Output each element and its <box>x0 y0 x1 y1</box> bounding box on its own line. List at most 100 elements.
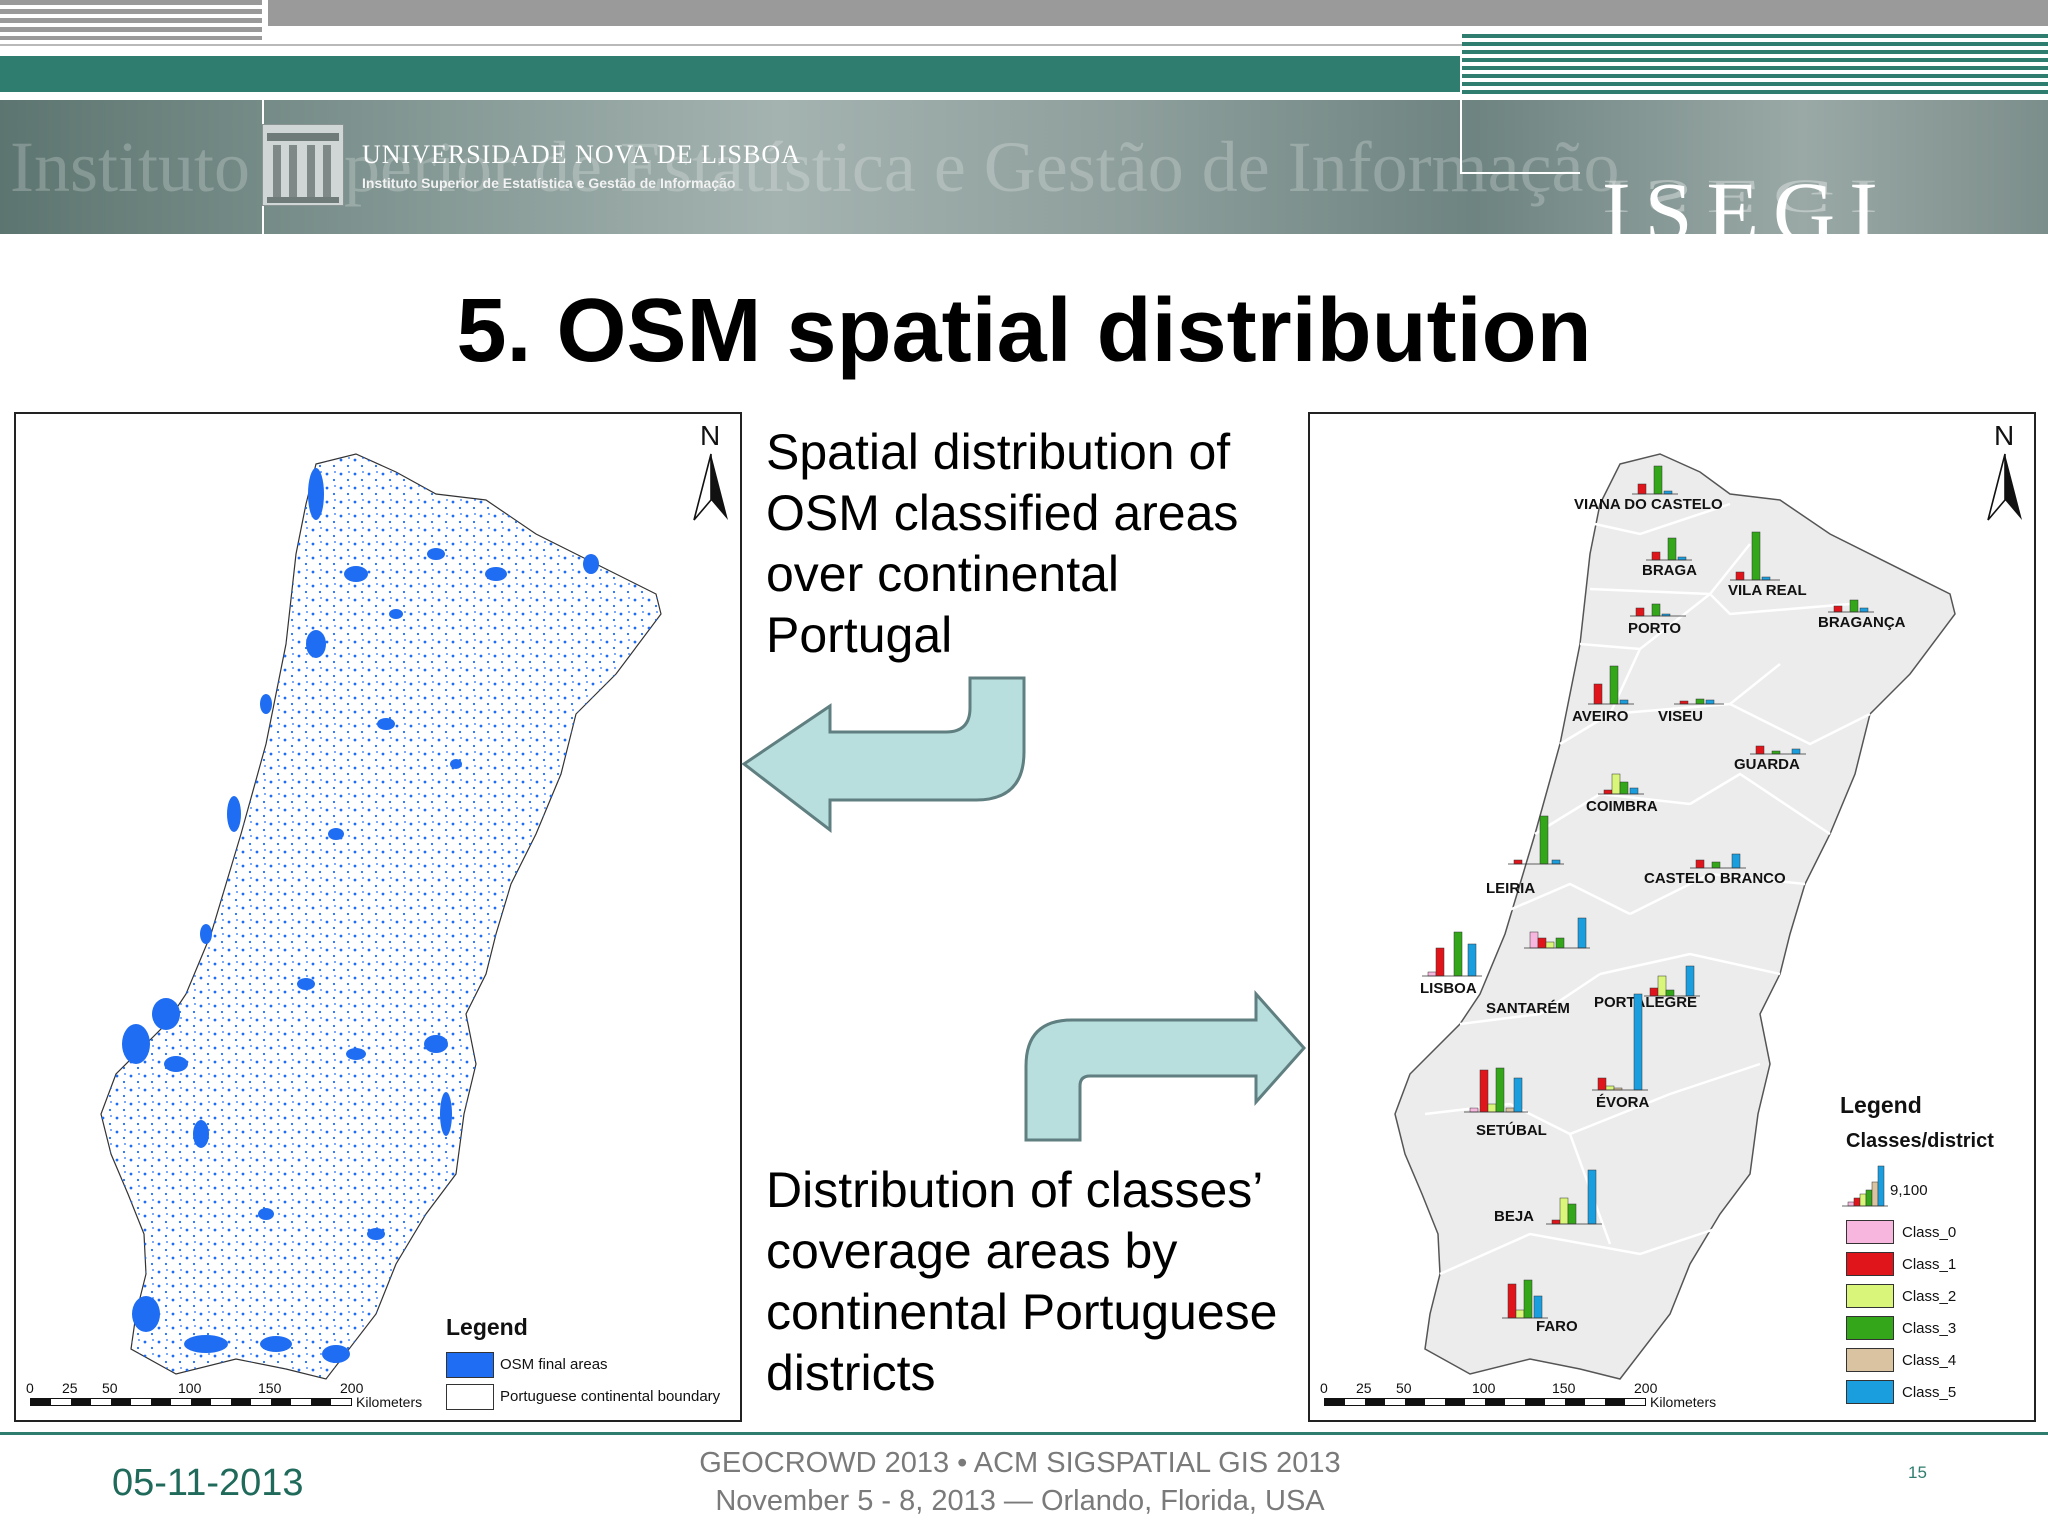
footer-conference-line2: November 5 - 8, 2013 — Orlando, Florida,… <box>715 1485 1325 1517</box>
scale-bar <box>1324 1398 1646 1406</box>
portugal-districts-map <box>1394 453 1956 1380</box>
bars-santarem <box>1524 917 1590 949</box>
banner-stripes-left <box>0 0 262 40</box>
scale-tick: 0 <box>1320 1380 1328 1396</box>
legend-class3: Class_3 <box>1902 1320 1957 1337</box>
university-name: UNIVERSIDADE NOVA DE LISBOA <box>362 140 801 169</box>
footer-divider <box>0 1432 2048 1435</box>
scale-tick: 50 <box>1396 1380 1412 1396</box>
legend-class0: Class_0 <box>1902 1224 1957 1241</box>
legend-title: Legend <box>1840 1092 1922 1118</box>
district-label: VISEU <box>1658 708 1704 725</box>
scale-tick: 100 <box>1472 1380 1496 1396</box>
district-label: VIANA DO CASTELO <box>1574 496 1723 513</box>
north-arrow-icon <box>693 453 728 521</box>
district-label: PORTALEGRE <box>1594 994 1698 1011</box>
legend-swatch-boundary <box>446 1384 494 1410</box>
bars-faro <box>1502 1279 1548 1319</box>
legend-swatch-osm <box>446 1352 494 1378</box>
scale-tick: 100 <box>178 1380 202 1396</box>
footer-conference-line1: GEOCROWD 2013 • ACM SIGSPATIAL GIS 2013 <box>699 1447 1341 1479</box>
arrow-right-icon <box>1024 990 1307 1142</box>
footer-date: 05-11-2013 <box>112 1462 304 1504</box>
bars-evora <box>1592 993 1648 1091</box>
scale-tick: 0 <box>26 1380 34 1396</box>
bars-braga <box>1646 537 1692 561</box>
district-label: VILA REAL <box>1728 582 1807 599</box>
isegi-logo-reflection: ISEGI <box>1602 170 1892 223</box>
bars-guarda <box>1750 745 1806 755</box>
district-label: BEJA <box>1494 1208 1535 1225</box>
district-label: COIMBRA <box>1586 798 1658 815</box>
legend-title: Legend <box>446 1314 528 1340</box>
legend-swatch-class0 <box>1846 1220 1894 1244</box>
scale-tick: 150 <box>258 1380 282 1396</box>
header-banner: Instituto Superior de Estatística e Gest… <box>0 0 2048 236</box>
legend-class5: Class_5 <box>1902 1384 1957 1401</box>
district-label: ÉVORA <box>1596 1094 1650 1111</box>
bars-braganca <box>1828 599 1874 613</box>
banner-divider-right-h <box>1460 172 1580 174</box>
district-label: SETÚBAL <box>1476 1122 1547 1139</box>
bars-castelo <box>1690 853 1746 869</box>
district-label: FARO <box>1536 1318 1578 1335</box>
bars-leiria <box>1508 815 1564 865</box>
legend-max-value: 9,100 <box>1890 1182 1928 1199</box>
page-number: 15 <box>1908 1463 1927 1482</box>
district-label: SANTARÉM <box>1486 1000 1570 1017</box>
footer-conference: GEOCROWD 2013 • ACM SIGSPATIAL GIS 2013 … <box>640 1444 1400 1520</box>
bars-porto <box>1630 603 1686 617</box>
bars-viseu <box>1674 698 1724 705</box>
district-label: BRAGA <box>1642 562 1697 579</box>
bars-aveiro <box>1588 665 1634 705</box>
bars-beja <box>1546 1169 1602 1225</box>
bars-vilareal <box>1730 531 1780 581</box>
scale-unit: Kilometers <box>356 1394 423 1410</box>
description-top: Spatial distribution of OSM classified a… <box>766 424 1239 663</box>
legend-class4: Class_4 <box>1902 1352 1957 1369</box>
legend-item-osm: OSM final areas <box>500 1356 608 1373</box>
district-bar-charts <box>1422 465 1874 1319</box>
north-label: N <box>700 420 721 451</box>
scale-tick: 25 <box>1356 1380 1372 1396</box>
scale-tick: 50 <box>102 1380 118 1396</box>
legend-swatch-class2 <box>1846 1284 1894 1308</box>
district-classes-map: VIANA DO CASTELO BRAGA VILA REAL BRAGANÇ… <box>1308 412 2036 1422</box>
scale-bar <box>30 1398 352 1406</box>
district-label: LEIRIA <box>1486 880 1536 897</box>
district-label: GUARDA <box>1734 756 1800 773</box>
legend-swatch-class1 <box>1846 1252 1894 1276</box>
bars-portalegre <box>1644 965 1700 997</box>
legend-swatch-class4 <box>1846 1348 1894 1372</box>
legend-swatch-class5 <box>1846 1380 1894 1404</box>
district-label: BRAGANÇA <box>1818 614 1906 631</box>
institute-name: Instituto Superior de Estatística e Gest… <box>362 175 736 191</box>
district-label: AVEIRO <box>1572 708 1629 725</box>
north-arrow-icon <box>1987 453 2022 521</box>
osm-areas-map: N Legend OSM final areas Portuguese cont… <box>14 412 742 1422</box>
legend-class2: Class_2 <box>1902 1288 1957 1305</box>
district-label: PORTO <box>1628 620 1682 637</box>
legend-item-boundary: Portuguese continental boundary <box>500 1388 721 1405</box>
scale-tick: 150 <box>1552 1380 1576 1396</box>
banner-stripes-right <box>1462 34 2048 96</box>
university-logo <box>262 124 344 206</box>
banner-green-bar <box>0 56 1460 92</box>
district-label: CASTELO BRANCO <box>1644 870 1786 887</box>
north-label: N <box>1994 420 2015 451</box>
legend-sample-chart <box>1842 1165 1888 1207</box>
banner-divider-right <box>1460 100 1462 174</box>
bars-lisboa <box>1422 931 1482 977</box>
portugal-map-osm <box>100 453 662 1380</box>
banner-rule <box>0 44 2048 46</box>
description-bottom: Distribution of classes’ coverage areas … <box>766 1162 1278 1401</box>
legend-swatch-class3 <box>1846 1316 1894 1340</box>
legend-class1: Class_1 <box>1902 1256 1957 1273</box>
scale-tick: 200 <box>340 1380 364 1396</box>
bars-viana <box>1632 465 1678 495</box>
legend-subtitle: Classes/district <box>1846 1130 1994 1152</box>
scale-tick: 200 <box>1634 1380 1658 1396</box>
bars-coimbra <box>1598 773 1644 795</box>
arrow-left-icon <box>741 676 1026 834</box>
banner-gray-bar <box>268 0 2048 26</box>
